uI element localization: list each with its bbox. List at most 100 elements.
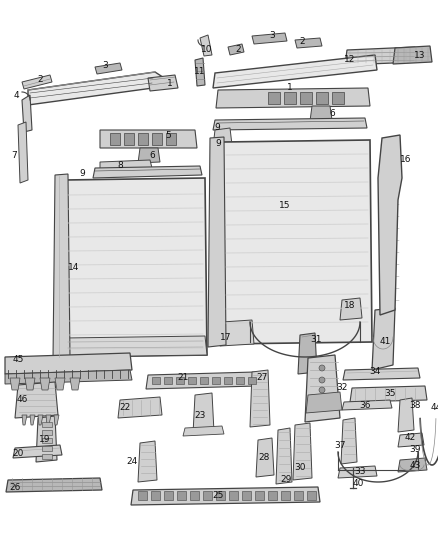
Polygon shape (378, 135, 402, 315)
Polygon shape (305, 355, 340, 422)
Polygon shape (250, 370, 270, 427)
Text: 42: 42 (404, 433, 416, 442)
Polygon shape (200, 35, 212, 56)
Polygon shape (248, 377, 256, 384)
Polygon shape (212, 377, 220, 384)
Polygon shape (203, 491, 212, 500)
Text: 5: 5 (165, 131, 171, 140)
Polygon shape (5, 370, 132, 384)
Polygon shape (256, 438, 274, 477)
Polygon shape (224, 377, 232, 384)
Text: 44: 44 (431, 403, 438, 413)
Text: 22: 22 (120, 403, 131, 413)
Polygon shape (164, 377, 172, 384)
Polygon shape (316, 92, 328, 104)
Polygon shape (200, 377, 208, 384)
Text: 18: 18 (344, 301, 356, 310)
Text: 23: 23 (194, 410, 206, 419)
Polygon shape (281, 491, 290, 500)
Text: 16: 16 (400, 156, 412, 165)
Polygon shape (213, 55, 377, 88)
Text: 3: 3 (102, 61, 108, 70)
Polygon shape (152, 377, 160, 384)
Polygon shape (216, 491, 225, 500)
Text: 11: 11 (194, 68, 206, 77)
Polygon shape (195, 58, 205, 86)
Polygon shape (100, 160, 152, 170)
Text: 6: 6 (329, 109, 335, 117)
Polygon shape (30, 415, 35, 425)
Text: 2: 2 (37, 76, 43, 85)
Text: 20: 20 (12, 448, 24, 457)
Text: 41: 41 (379, 337, 391, 346)
Polygon shape (306, 392, 342, 413)
Text: 29: 29 (280, 475, 292, 484)
Text: 3: 3 (269, 31, 275, 41)
Polygon shape (268, 92, 280, 104)
Polygon shape (228, 44, 244, 55)
Polygon shape (236, 377, 244, 384)
Polygon shape (294, 491, 303, 500)
Polygon shape (70, 378, 80, 390)
Polygon shape (118, 397, 162, 418)
Polygon shape (190, 491, 199, 500)
Polygon shape (151, 491, 160, 500)
Polygon shape (22, 95, 32, 132)
Text: 1: 1 (167, 79, 173, 88)
Circle shape (319, 377, 325, 383)
Text: 1: 1 (287, 83, 293, 92)
Polygon shape (164, 491, 173, 500)
Polygon shape (10, 378, 20, 390)
Polygon shape (220, 320, 254, 346)
Text: 27: 27 (256, 374, 268, 383)
Polygon shape (332, 92, 344, 104)
Polygon shape (268, 491, 277, 500)
Polygon shape (398, 398, 414, 432)
Circle shape (319, 365, 325, 371)
Polygon shape (152, 133, 162, 145)
Text: 32: 32 (336, 384, 348, 392)
Polygon shape (25, 378, 35, 390)
Polygon shape (138, 441, 157, 482)
Polygon shape (298, 333, 317, 374)
Text: 9: 9 (214, 124, 220, 133)
Polygon shape (252, 33, 287, 44)
Text: 12: 12 (344, 55, 356, 64)
Polygon shape (398, 433, 424, 447)
Text: 35: 35 (384, 389, 396, 398)
Polygon shape (146, 372, 257, 389)
Text: 43: 43 (410, 462, 420, 471)
Polygon shape (293, 423, 312, 480)
Polygon shape (22, 75, 52, 89)
Polygon shape (338, 466, 377, 478)
Polygon shape (177, 491, 186, 500)
Polygon shape (42, 454, 52, 459)
Polygon shape (216, 88, 370, 108)
Polygon shape (221, 140, 372, 344)
Text: 13: 13 (414, 52, 426, 61)
Polygon shape (131, 487, 320, 505)
Polygon shape (124, 133, 134, 145)
Polygon shape (310, 106, 332, 121)
Polygon shape (63, 178, 207, 357)
Polygon shape (193, 393, 214, 434)
Polygon shape (13, 445, 62, 458)
Polygon shape (345, 47, 417, 65)
Polygon shape (398, 458, 427, 472)
Text: 36: 36 (359, 400, 371, 409)
Polygon shape (188, 377, 196, 384)
Polygon shape (55, 378, 65, 390)
Text: 40: 40 (352, 480, 364, 489)
Polygon shape (42, 422, 52, 427)
Polygon shape (46, 415, 51, 425)
Polygon shape (95, 63, 122, 74)
Polygon shape (350, 386, 427, 402)
Polygon shape (36, 416, 57, 462)
Polygon shape (42, 438, 52, 443)
Polygon shape (213, 118, 367, 130)
Text: 14: 14 (68, 263, 80, 272)
Polygon shape (15, 382, 58, 418)
Polygon shape (166, 133, 176, 145)
Text: 25: 25 (212, 491, 224, 500)
Polygon shape (176, 377, 184, 384)
